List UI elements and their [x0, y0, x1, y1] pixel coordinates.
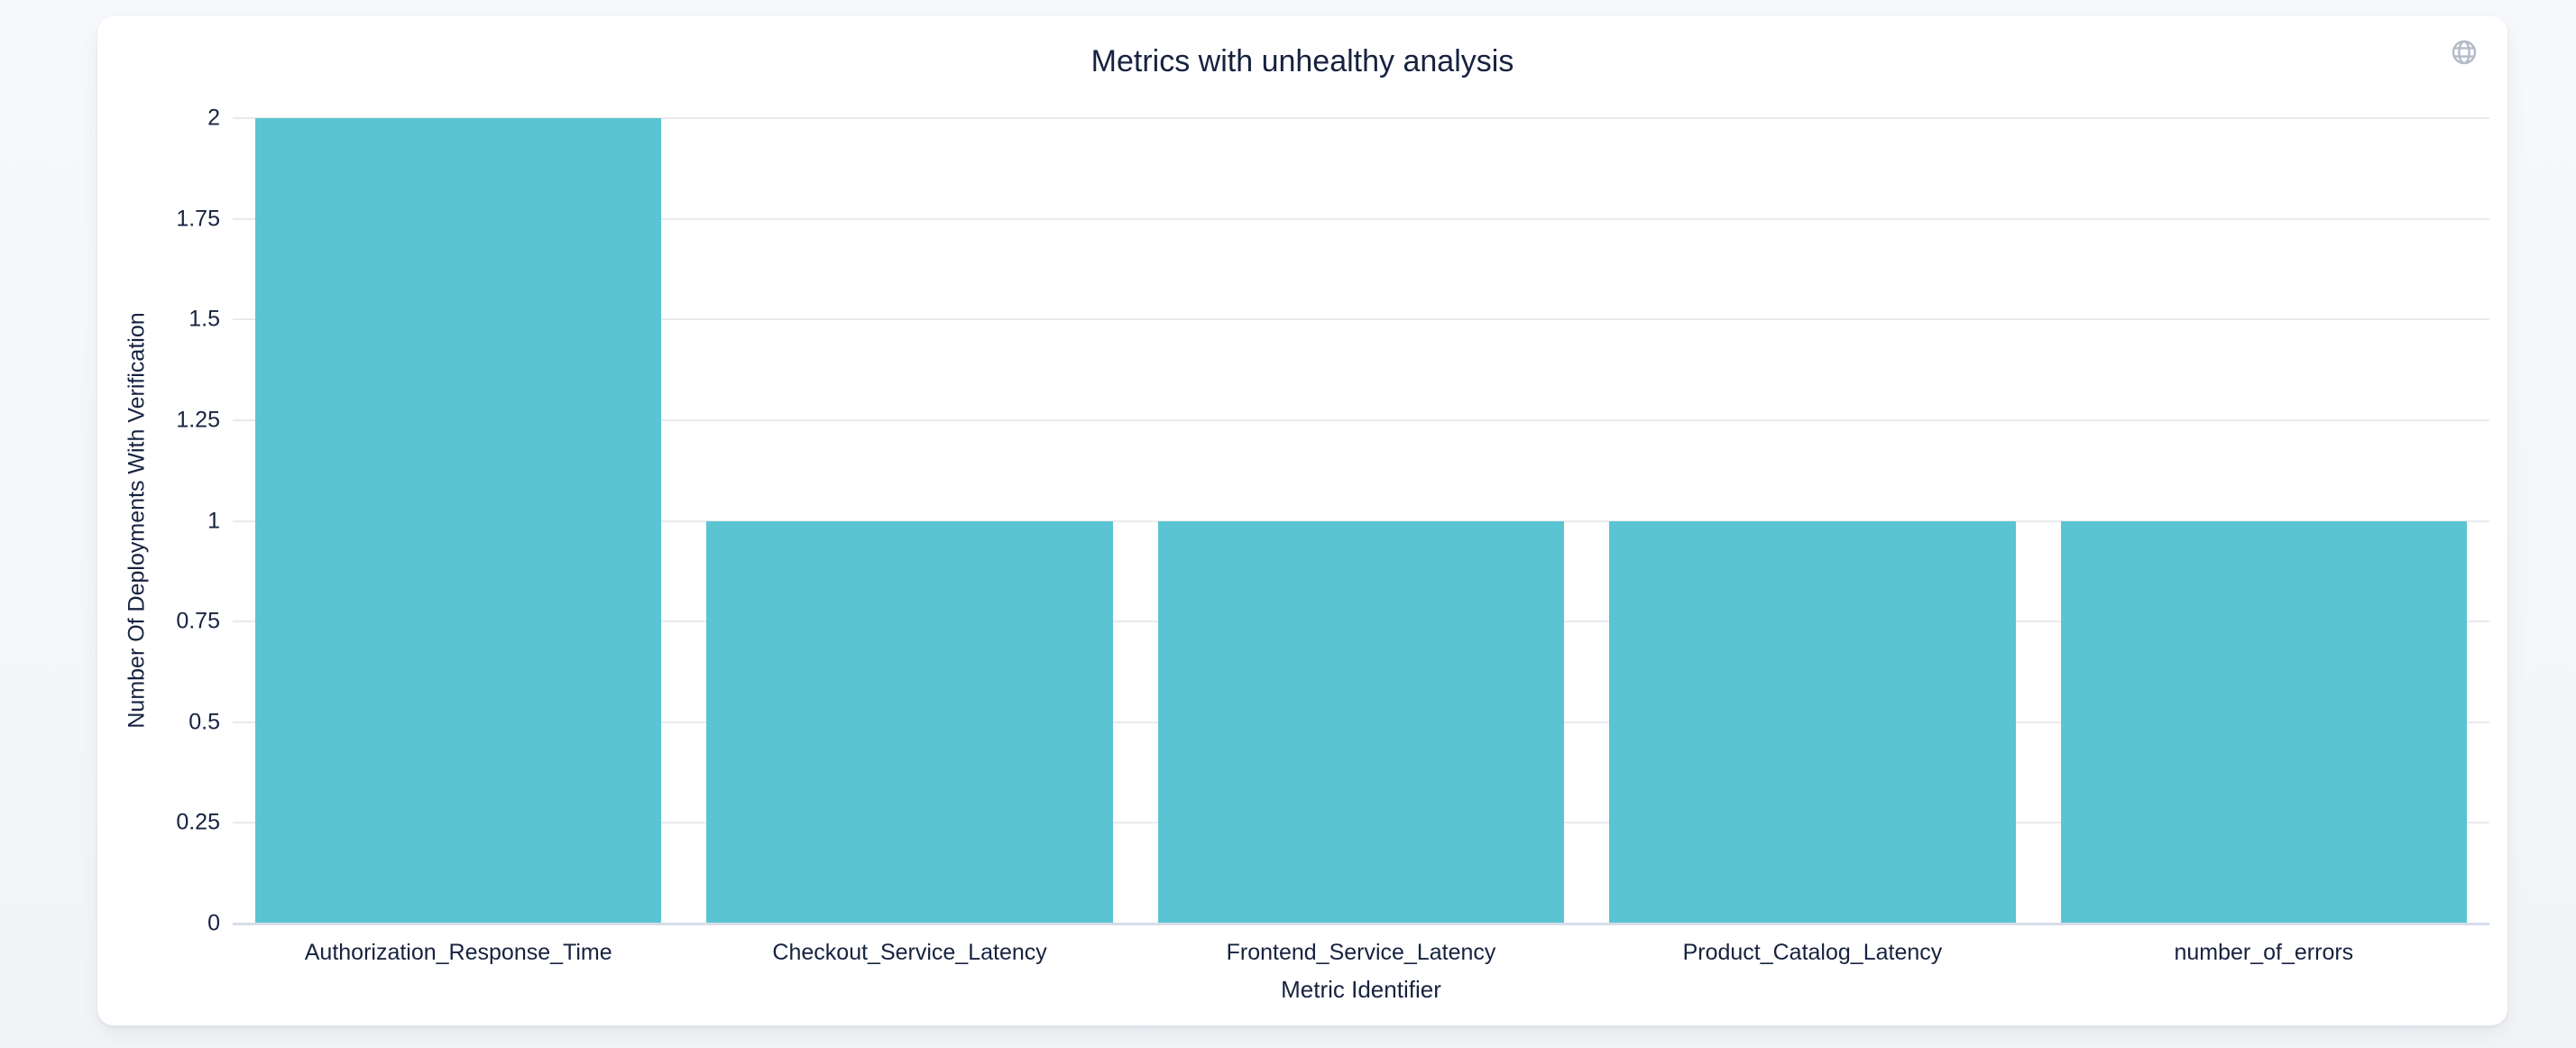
- x-category-label: Checkout_Service_Latency: [772, 940, 1047, 965]
- bar-slot: [2038, 118, 2489, 924]
- y-tick-label: 0: [207, 910, 220, 936]
- bar-slot: [1587, 118, 2038, 924]
- gridline: [233, 318, 2489, 321]
- y-tick-label: 1: [207, 508, 220, 533]
- gridline: [233, 418, 2489, 421]
- y-tick-label: 1.75: [176, 206, 220, 232]
- y-tick-label: 0.5: [189, 709, 220, 735]
- y-tick-label: 0.25: [176, 809, 220, 835]
- y-tick-label: 0.75: [176, 608, 220, 634]
- y-tick-label: 1.25: [176, 407, 220, 433]
- x-axis-title: Metric Identifier: [1281, 976, 1441, 1003]
- x-category-label: Frontend_Service_Latency: [1226, 940, 1496, 965]
- y-tick-label: 2: [207, 105, 220, 131]
- x-category-label: Product_Catalog_Latency: [1682, 940, 1943, 965]
- bar-Checkout_Service_Latency[interactable]: [706, 520, 1113, 924]
- y-axis-tick-labels: 0 0.25 0.5 0.75 1 1.25 1.5 1.75 2: [97, 106, 220, 936]
- x-axis-line: [233, 923, 2489, 925]
- bar-slot: [684, 118, 1135, 924]
- plot-area: [233, 117, 2489, 925]
- chart-title: Metrics with unhealthy analysis: [1090, 44, 1514, 78]
- globe-icon[interactable]: [2450, 38, 2479, 67]
- bar-number_of_errors[interactable]: [2060, 520, 2467, 924]
- bar-Product_Catalog_Latency[interactable]: [1609, 520, 2016, 924]
- x-category-label: number_of_errors: [2174, 940, 2354, 965]
- bar-slot: [1136, 118, 1587, 924]
- x-category-label: Authorization_Response_Time: [304, 940, 612, 965]
- chart-card: Metrics with unhealthy analysis Number O…: [97, 16, 2507, 1025]
- gridline: [233, 217, 2489, 220]
- y-tick-label: 1.5: [189, 306, 220, 332]
- gridline: [233, 117, 2489, 119]
- bar-Frontend_Service_Latency[interactable]: [1157, 520, 1565, 924]
- x-axis-tick-labels: Authorization_Response_Time Checkout_Serv…: [233, 940, 2489, 966]
- bar-slot: [233, 118, 684, 924]
- bars-container: [233, 118, 2489, 924]
- bar-Authorization_Response_Time[interactable]: [255, 118, 662, 924]
